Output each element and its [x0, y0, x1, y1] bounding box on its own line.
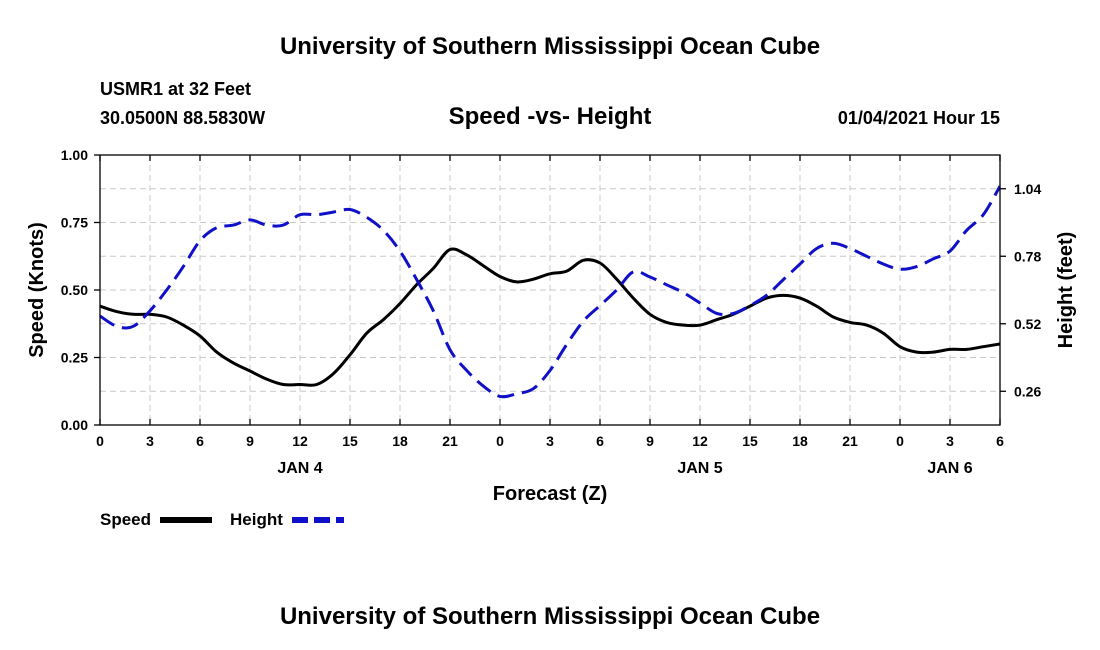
x-tick-label: 6: [196, 433, 204, 449]
x-tick-label: 18: [392, 433, 408, 449]
y-axis-label: Speed (Knots): [26, 222, 48, 358]
series-line-speed: [100, 247, 1000, 387]
x-tick-label: 3: [946, 433, 954, 449]
y-tick-label: 0.50: [61, 282, 88, 298]
legend-height-label: Height: [230, 510, 283, 529]
grid-layer: [100, 155, 1000, 425]
x-tick-label: 21: [442, 433, 458, 449]
x-tick-label: 0: [96, 433, 104, 449]
y-tick-label: 1.00: [61, 147, 88, 163]
x-tick-label: 6: [596, 433, 604, 449]
x-tick-label: 12: [292, 433, 308, 449]
top-title: University of Southern Mississippi Ocean…: [280, 33, 820, 60]
x-tick-label: 9: [246, 433, 254, 449]
x-tick-label: 9: [646, 433, 654, 449]
series-line-height: [100, 185, 1000, 399]
x-tick-label: 12: [692, 433, 708, 449]
x-tick-label: 15: [742, 433, 758, 449]
x-tick-label: 21: [842, 433, 858, 449]
y2-tick-label: 0.78: [1014, 248, 1041, 264]
x-day-label: JAN 4: [277, 460, 322, 477]
legend: Speed Height: [100, 510, 344, 529]
axis-layer: 0 3 6 9 12 15 18 21 0 3 6 9 12 15 18 21 0 3 6 JAN 4 JAN 5 JAN…: [61, 147, 1042, 477]
station-label: USMR1 at 32 Feet: [100, 79, 251, 99]
y-tick-label: 0.25: [61, 350, 88, 366]
y-tick-label: 0.75: [61, 215, 88, 231]
x-tick-label: 0: [896, 433, 904, 449]
y2-tick-label: 0.52: [1014, 316, 1041, 332]
x-tick-label: 0: [496, 433, 504, 449]
y-tick-label: 0.00: [61, 417, 88, 433]
y2-axis-label: Height (feet): [1055, 232, 1077, 349]
x-tick-label: 3: [546, 433, 554, 449]
y2-tick-label: 1.04: [1014, 181, 1041, 197]
series-layer: [100, 185, 1000, 399]
x-tick-label: 3: [146, 433, 154, 449]
y2-tick-label: 0.26: [1014, 383, 1041, 399]
datetime-label: 01/04/2021 Hour 15: [838, 108, 1000, 128]
chart-title: Speed -vs- Height: [449, 103, 652, 130]
x-tick-label: 15: [342, 433, 358, 449]
x-axis-label: Forecast (Z): [493, 483, 607, 505]
x-tick-label: 18: [792, 433, 808, 449]
coords-label: 30.0500N 88.5830W: [100, 108, 265, 128]
legend-speed-label: Speed: [100, 510, 151, 529]
x-day-label: JAN 5: [677, 460, 722, 477]
bottom-title: University of Southern Mississippi Ocean…: [280, 603, 820, 630]
x-day-label: JAN 6: [927, 460, 972, 477]
x-tick-label: 6: [996, 433, 1004, 449]
